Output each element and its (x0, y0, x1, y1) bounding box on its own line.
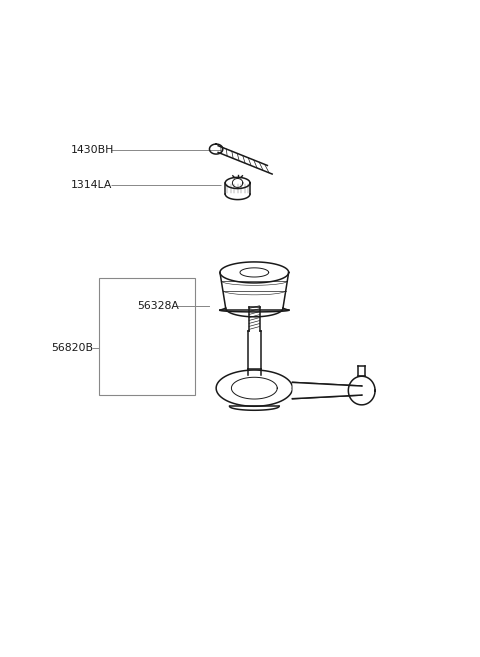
Text: 56820B: 56820B (51, 342, 94, 353)
Text: 1430BH: 1430BH (71, 145, 114, 154)
Bar (99, 279, 195, 396)
Text: 1314LA: 1314LA (71, 180, 112, 191)
Text: 56328A: 56328A (137, 301, 179, 311)
Polygon shape (292, 382, 362, 399)
